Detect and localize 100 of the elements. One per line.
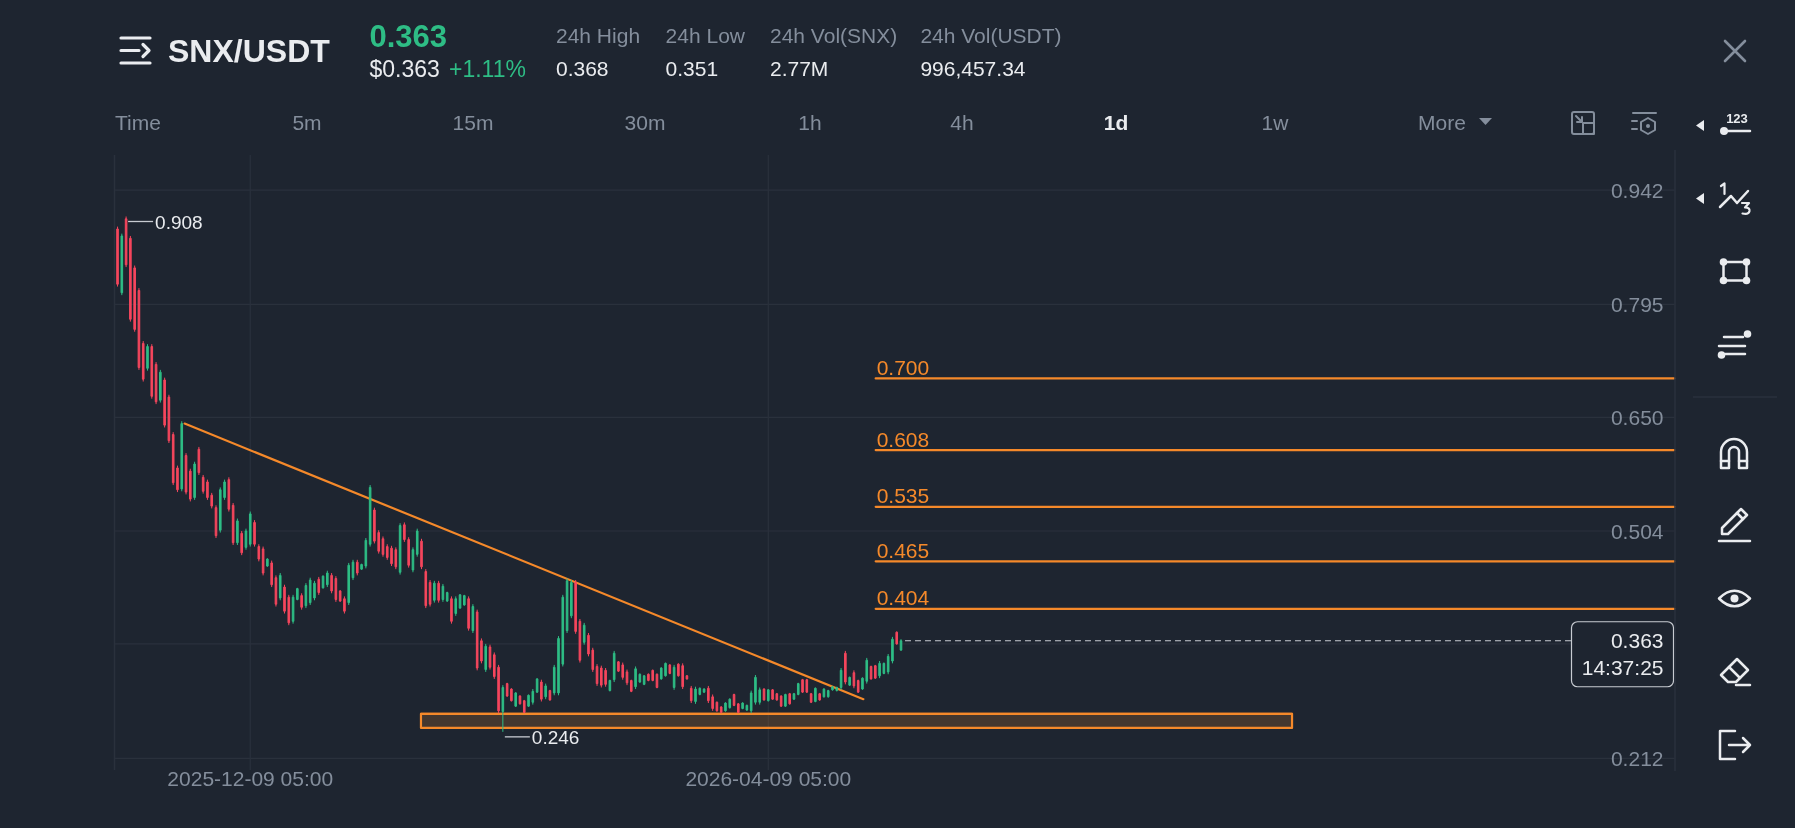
- text: 24h High: [556, 23, 641, 47]
- candlestick: [814, 686, 817, 703]
- candlestick: [737, 702, 740, 714]
- text: Time: [115, 110, 161, 134]
- candlestick: [428, 579, 432, 608]
- text: 4h: [950, 110, 974, 134]
- candlestick: [844, 650, 847, 685]
- y-tick-label: 0.504: [1610, 519, 1664, 543]
- candlestick: [702, 687, 706, 694]
- candlestick: [852, 669, 856, 689]
- candlestick: [227, 476, 231, 513]
- candlestick: [600, 665, 603, 688]
- candlestick: [668, 663, 672, 675]
- text: $0.363: [369, 56, 440, 82]
- candlestick: [415, 528, 419, 558]
- candlestick: [784, 693, 787, 708]
- candlestick: [445, 591, 449, 603]
- candlestick: [159, 369, 162, 404]
- candlestick: [266, 557, 269, 568]
- candlestick: [304, 582, 308, 609]
- candlestick: [180, 420, 184, 492]
- candlestick: [672, 664, 676, 691]
- candlestick: [253, 519, 256, 548]
- candlestick: [856, 679, 860, 694]
- candlestick: [351, 559, 355, 581]
- candlestick: [634, 665, 637, 690]
- candlestick: [257, 543, 261, 562]
- text: +1.11%: [449, 56, 526, 82]
- candlestick: [424, 568, 428, 609]
- candlestick: [728, 697, 732, 709]
- candlestick: [535, 677, 539, 694]
- candlestick: [681, 662, 684, 690]
- data-label: 0.535: [876, 484, 930, 508]
- candlestick: [839, 667, 843, 691]
- text: 1d: [1103, 110, 1129, 134]
- candlestick: [261, 546, 265, 576]
- candlestick: [848, 676, 851, 687]
- candlestick: [197, 446, 201, 476]
- candlestick: [809, 692, 813, 704]
- candlestick: [805, 678, 809, 694]
- text: 2.77M: [770, 56, 829, 80]
- candlestick: [647, 672, 650, 682]
- candlestick: [621, 662, 625, 681]
- candlestick: [248, 511, 252, 548]
- candlestick: [120, 233, 124, 296]
- candlestick: [441, 583, 445, 603]
- candlestick: [796, 682, 800, 696]
- candlestick: [146, 343, 149, 372]
- candlestick: [788, 692, 791, 706]
- text: 24h Vol(SNX): [770, 23, 898, 47]
- candlestick: [390, 545, 393, 567]
- text: More: [1418, 110, 1466, 134]
- candlestick: [835, 686, 839, 692]
- candlestick: [724, 701, 727, 713]
- text: 0.368: [556, 56, 609, 80]
- candlestick: [664, 662, 667, 678]
- candlestick: [355, 559, 359, 576]
- candlestick: [531, 688, 535, 706]
- x-tick-label: 2025-12-09 05:00: [167, 766, 334, 790]
- candlestick: [540, 679, 543, 702]
- candlestick: [394, 546, 398, 570]
- candlestick: [818, 692, 821, 702]
- candlestick: [510, 687, 513, 702]
- candlestick: [612, 650, 616, 683]
- candlestick: [317, 576, 321, 596]
- data-label: 0.465: [876, 538, 930, 562]
- candlestick: [826, 689, 830, 699]
- data-label: 0.404: [876, 586, 930, 610]
- y-tick-label: 0.795: [1610, 292, 1664, 316]
- candlestick: [463, 594, 466, 607]
- chart-title: SNX/USDT: [168, 33, 331, 69]
- candlestick: [514, 691, 517, 708]
- y-tick-label: 0.942: [1610, 178, 1664, 202]
- candlestick: [450, 595, 453, 625]
- candlestick: [334, 575, 338, 603]
- candlestick: [801, 678, 804, 694]
- candlestick: [882, 662, 886, 675]
- candlestick: [629, 679, 633, 693]
- candlestick: [193, 461, 196, 501]
- candlestick: [475, 609, 479, 671]
- candlestick: [347, 562, 351, 606]
- candlestick: [689, 685, 693, 704]
- candlestick: [719, 705, 723, 714]
- candlestick: [313, 580, 316, 601]
- candlestick: [775, 692, 779, 702]
- text: 30m: [624, 110, 666, 134]
- candlestick: [433, 580, 436, 604]
- candlestick: [398, 522, 402, 576]
- candlestick: [651, 669, 654, 682]
- candlestick: [659, 666, 663, 681]
- text: 1h: [798, 110, 822, 134]
- candlestick: [608, 679, 612, 692]
- candlestick: [544, 683, 547, 700]
- candlestick: [745, 704, 749, 712]
- candlestick: [565, 577, 569, 634]
- text: 24h Low: [665, 23, 746, 47]
- candlestick: [625, 669, 629, 686]
- text: 0.351: [665, 56, 719, 80]
- candlestick: [244, 528, 248, 551]
- candlestick: [779, 694, 783, 708]
